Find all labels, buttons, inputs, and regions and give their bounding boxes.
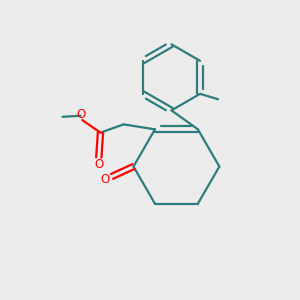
Text: O: O [94, 158, 104, 171]
Text: O: O [76, 108, 85, 121]
Text: O: O [100, 172, 110, 186]
